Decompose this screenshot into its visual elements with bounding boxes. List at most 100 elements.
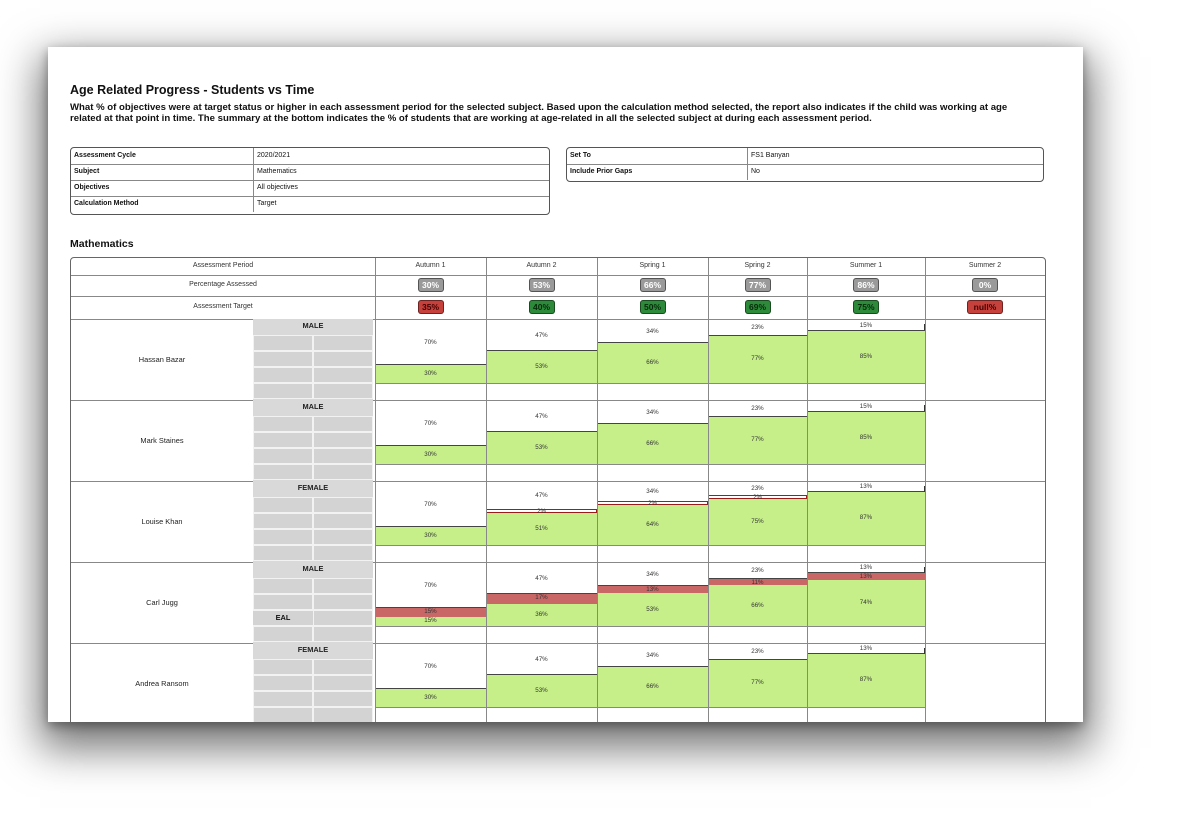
below-target-bar: [807, 572, 925, 581]
attribute-cell: [253, 675, 313, 691]
divider: [747, 148, 748, 164]
info-value: Mathematics: [257, 168, 297, 175]
not-achieved-value: 70%: [424, 419, 437, 427]
step-line: [375, 364, 486, 366]
not-achieved-value: 47%: [535, 655, 548, 663]
chart-baseline: [375, 464, 925, 465]
info-row-assessment-cycle: Assessment Cycle 2020/2021: [71, 148, 549, 165]
achieved-value: 87%: [859, 676, 873, 684]
step-line: [486, 350, 597, 352]
attribute-cell: [253, 432, 313, 448]
on-target-bar: [486, 603, 597, 626]
student-name: Carl Jugg: [146, 598, 178, 607]
attribute-cell: [253, 513, 313, 529]
step-line: [708, 659, 807, 661]
on-target-bar: [375, 445, 486, 464]
on-target-bar: [708, 585, 807, 626]
divider: [253, 148, 254, 164]
on-target-bar: [486, 513, 597, 545]
on-target-bar: [597, 505, 708, 545]
percentage-assessed-badge: 77%: [744, 278, 771, 292]
assessment-target-label: Assessment Target: [193, 302, 253, 310]
attribute-cell: [253, 707, 313, 722]
info-row-include-prior-gaps: Include Prior Gaps No: [567, 164, 1043, 180]
achieved-value: 30%: [424, 450, 437, 458]
student-row-rule: [71, 643, 1045, 644]
achieved-value: 53%: [535, 443, 548, 451]
step-end-tick: [924, 405, 925, 411]
student-row-rule: [71, 562, 1045, 563]
not-achieved-value: 70%: [424, 500, 437, 508]
achieved-value: 30%: [424, 531, 437, 539]
step-line: [708, 494, 807, 496]
step-line: [597, 423, 708, 425]
attribute-cell: [313, 610, 373, 626]
report-title: Age Related Progress - Students vs Time: [70, 83, 315, 97]
on-target-bar: [708, 659, 807, 707]
info-row-calculation-method: Calculation Method Target: [71, 196, 549, 212]
prior-gap-value: 2%: [753, 493, 762, 501]
on-target-bar: [375, 526, 486, 545]
step-line: [375, 688, 486, 690]
info-row-set-to: Set To FS1 Banyan: [567, 148, 1043, 165]
step-line: [486, 431, 597, 433]
prior-gap-value: 2%: [537, 508, 546, 516]
step-line: [375, 607, 486, 609]
divider: [253, 180, 254, 196]
on-target-bar: [597, 593, 708, 626]
not-achieved-value: 15%: [859, 321, 873, 329]
achieved-value: 53%: [535, 686, 548, 694]
step-end-tick: [924, 648, 925, 654]
not-achieved-value: 47%: [535, 412, 548, 420]
assessment-period-label: Assessment Period: [192, 261, 254, 269]
not-achieved-value: 13%: [859, 645, 873, 653]
achieved-value: 77%: [751, 679, 764, 687]
achieved-value: 66%: [646, 358, 659, 366]
info-label: Assessment Cycle: [74, 152, 136, 159]
below-target-value: 15%: [424, 608, 437, 616]
not-achieved-value: 34%: [646, 408, 659, 416]
achieved-value: 74%: [859, 599, 873, 607]
column-rule: [708, 258, 709, 722]
below-target-value: 11%: [751, 579, 764, 587]
student-name: Hassan Bazar: [138, 355, 186, 364]
step-line: [807, 653, 925, 655]
attribute-cell: [313, 594, 373, 610]
student-name: Louise Khan: [141, 517, 183, 526]
not-achieved-value: 34%: [646, 327, 659, 335]
achieved-value: 66%: [751, 601, 764, 609]
step-line: [708, 578, 807, 580]
on-target-bar: [597, 666, 708, 707]
attribute-cell: [313, 383, 373, 399]
step-line: [708, 335, 807, 337]
attribute-cell: [313, 497, 373, 513]
below-target-bar: [708, 578, 807, 586]
step-line: [807, 411, 925, 413]
achieved-value: 75%: [751, 517, 764, 525]
period-header: Summer 1: [849, 262, 883, 269]
attribute-cell: [313, 545, 373, 561]
on-target-bar: [807, 491, 925, 545]
not-achieved-value: 23%: [751, 405, 764, 413]
attribute-cell: [253, 691, 313, 707]
not-achieved-value: 47%: [535, 574, 548, 582]
not-achieved-value: 34%: [646, 651, 659, 659]
chart-baseline: [375, 545, 925, 546]
table-rule: [71, 296, 1045, 297]
attribute-cell: [253, 545, 313, 561]
assessment-target-badge: 75%: [853, 300, 879, 314]
on-target-bar: [807, 330, 925, 383]
info-label: Calculation Method: [74, 200, 139, 207]
student-tag: EAL: [253, 611, 313, 625]
step-line: [597, 585, 708, 587]
period-header: Autumn 1: [415, 262, 446, 269]
assessment-target-badge: null%: [967, 300, 1003, 314]
achieved-value: 36%: [535, 610, 548, 618]
attribute-cell: [253, 335, 313, 351]
progress-table: Assessment Period Percentage Assessed Asse…: [70, 257, 1046, 722]
below-target-bar: [486, 593, 597, 604]
student-name: Mark Staines: [140, 436, 184, 445]
attribute-cell: [313, 513, 373, 529]
period-header: Summer 2: [968, 262, 1002, 269]
not-achieved-value: 15%: [859, 402, 873, 410]
